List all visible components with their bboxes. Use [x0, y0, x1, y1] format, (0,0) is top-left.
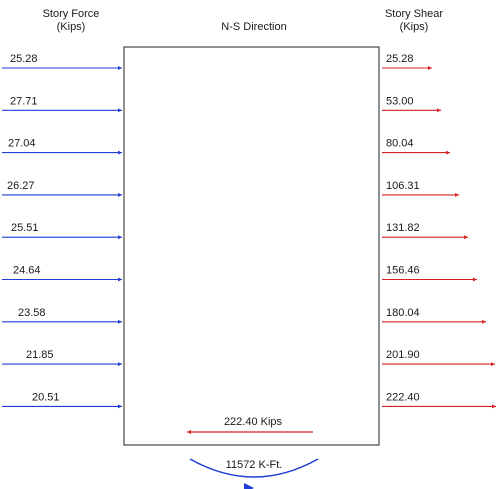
base-shear-label: 222.40 Kips — [224, 416, 283, 428]
building-outline — [123, 46, 380, 446]
base-moment-arrowhead — [244, 483, 254, 489]
story-force-header: Story Force — [43, 8, 100, 20]
story-shear-arrows: 25.28 53.00 80.04 106.31 131.82 156.46 180.04 2… — [382, 53, 496, 409]
story-force-label: 24.64 — [13, 265, 41, 277]
story-force-label: 25.51 — [11, 222, 39, 234]
story-force-label: 27.71 — [10, 95, 38, 107]
story-shear-label: 222.40 — [386, 391, 420, 403]
story-shear-label: 25.28 — [386, 53, 414, 65]
base-moment-arc — [189, 458, 319, 478]
story-force-label: 20.51 — [32, 391, 60, 403]
story-force-label: 27.04 — [8, 138, 36, 150]
story-shear-label: 180.04 — [386, 307, 420, 319]
story-shear-label: 53.00 — [386, 95, 414, 107]
story-shear-label: 201.90 — [386, 349, 420, 361]
story-force-unit: (Kips) — [57, 21, 86, 33]
story-shear-label: 131.82 — [386, 222, 420, 234]
story-force-arrows: 25.28 27.71 27.04 26.27 25.51 24.64 23.58 21.85… — [2, 53, 122, 409]
story-force-label: 25.28 — [10, 53, 38, 65]
story-shear-label: 156.46 — [386, 265, 420, 277]
story-force-label: 23.58 — [18, 307, 46, 319]
story-shear-header: Story Shear — [385, 8, 443, 20]
story-shear-unit: (Kips) — [400, 21, 429, 33]
story-force-label: 21.85 — [26, 349, 54, 361]
base-moment-label: 11572 K-Ft. — [226, 459, 283, 471]
story-shear-label: 80.04 — [386, 138, 414, 150]
story-shear-label: 106.31 — [386, 180, 420, 192]
direction-title: N-S Direction — [221, 21, 286, 33]
story-force-label: 26.27 — [7, 180, 35, 192]
